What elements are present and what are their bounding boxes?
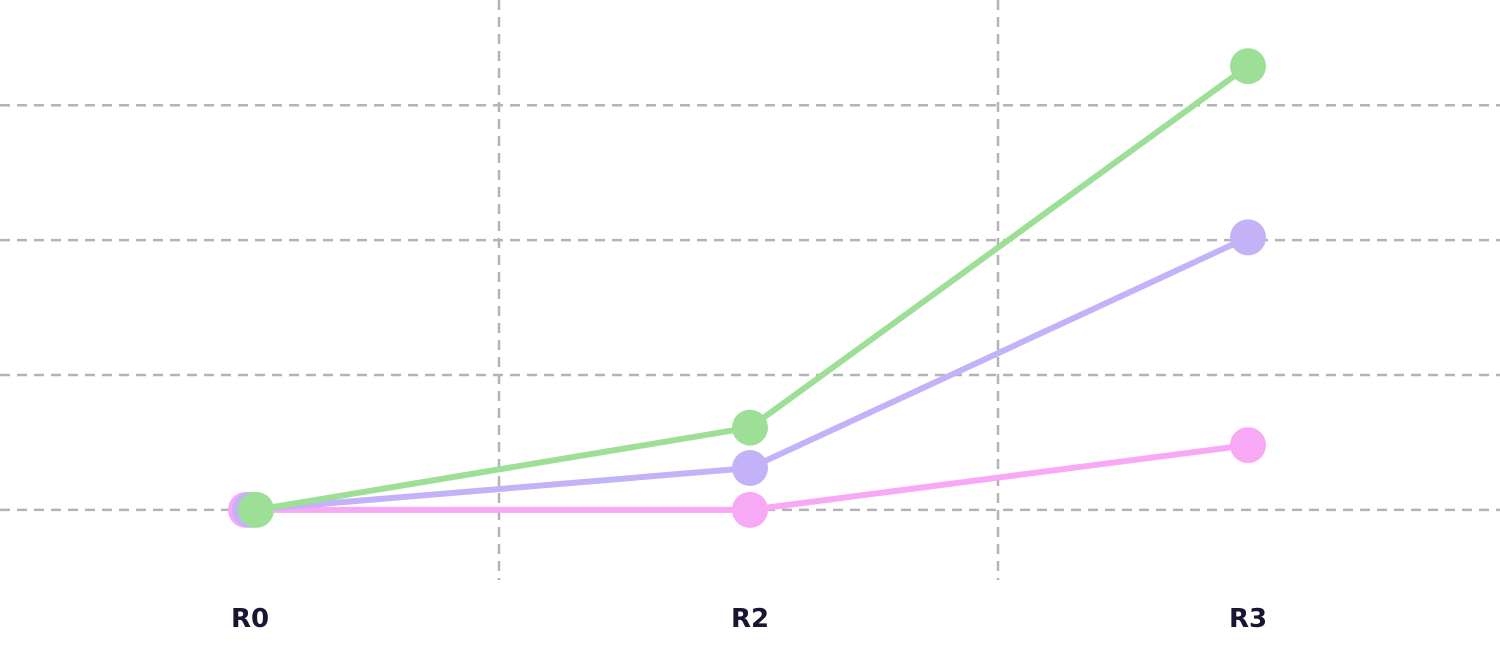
marker-layer (228, 48, 1266, 528)
x-tick-label-R0: R0 (231, 604, 269, 634)
data-point-s2-R2 (732, 409, 768, 446)
x-tick-label-R3: R3 (1229, 604, 1267, 634)
data-point-s2-R0 (238, 491, 274, 528)
data-point-s1-R2 (732, 450, 768, 487)
data-point-s1-R3 (1230, 219, 1266, 256)
x-axis-labels: R0 R2 R3 (231, 604, 1267, 634)
data-point-s2-R3 (1230, 48, 1266, 85)
data-point-s0-R3 (1230, 427, 1266, 464)
data-point-s0-R2 (732, 491, 768, 528)
x-tick-label-R2: R2 (731, 604, 769, 634)
